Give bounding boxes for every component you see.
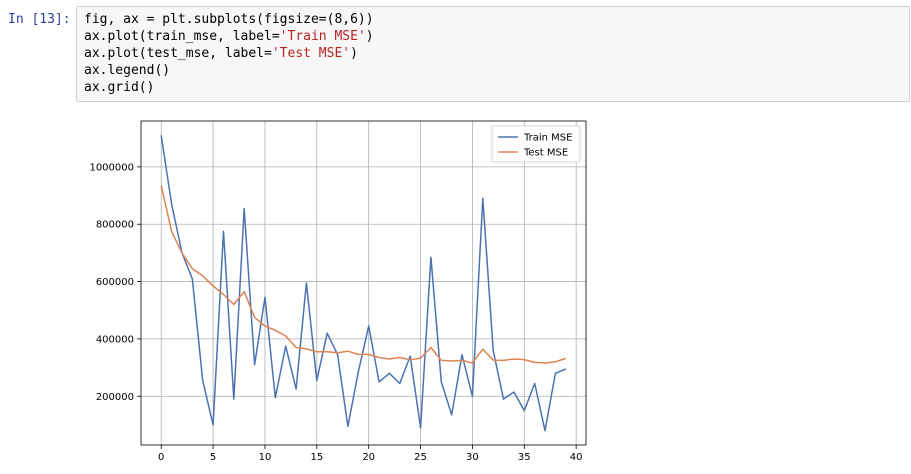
- x-tick-label: 35: [518, 452, 531, 463]
- legend-label: Train MSE: [523, 133, 572, 144]
- code-line: ax.legend(): [84, 62, 374, 79]
- cell-output: 0 5 10 15 20 25 30 35 40 200000 400000 600000 800000…: [76, 104, 910, 474]
- code-string-literal: 'Train MSE': [279, 29, 366, 44]
- line-chart: 0 5 10 15 20 25 30 35 40 200000 400000 600000 800000…: [89, 120, 587, 463]
- y-tick-label: 200000: [96, 392, 134, 403]
- axes-frame: [140, 120, 587, 446]
- x-tick-label: 10: [259, 452, 272, 463]
- code-token: ): [350, 46, 358, 61]
- x-tick-label: 25: [414, 452, 427, 463]
- cell-prompt: In [13]:: [8, 12, 71, 27]
- legend-box: [491, 125, 581, 163]
- y-tick-label: 1000000: [89, 162, 134, 173]
- code-line: fig, ax = plt.subplots(figsize=(8,6)): [84, 11, 374, 28]
- code-token: ax.plot(test_mse, label=: [84, 46, 272, 61]
- code-cell-input[interactable]: fig, ax = plt.subplots(figsize=(8,6)) ax.…: [76, 6, 910, 102]
- y-tick-label: 600000: [96, 277, 134, 288]
- x-tick-label: 40: [570, 452, 583, 463]
- code-token: ax.legend(): [84, 63, 171, 78]
- code-token: ax.grid(): [84, 80, 155, 95]
- x-tick-label: 0: [158, 452, 164, 463]
- code-token: fig, ax = plt.subplots(figsize=(8,6)): [84, 12, 374, 27]
- code-token: ax.plot(train_mse, label=: [84, 29, 280, 44]
- x-tick-label: 20: [362, 452, 375, 463]
- code-line: ax.plot(test_mse, label='Test MSE'): [84, 45, 374, 62]
- code-token: ): [365, 29, 374, 44]
- code-line: ax.plot(train_mse, label='Train MSE'): [84, 28, 374, 45]
- x-tick-label: 5: [210, 452, 216, 463]
- y-tick-label: 800000: [96, 220, 134, 231]
- x-tick-label: 30: [466, 452, 479, 463]
- x-tick-label: 15: [310, 452, 323, 463]
- legend-label: Test MSE: [523, 148, 568, 159]
- code-editor[interactable]: fig, ax = plt.subplots(figsize=(8,6)) ax.…: [84, 11, 374, 96]
- code-string-literal: 'Test MSE': [271, 46, 351, 61]
- code-line: ax.grid(): [84, 79, 374, 96]
- series-line-test-mse: [160, 185, 567, 364]
- y-tick-label: 400000: [96, 334, 134, 345]
- series-line-train-mse: [160, 135, 567, 432]
